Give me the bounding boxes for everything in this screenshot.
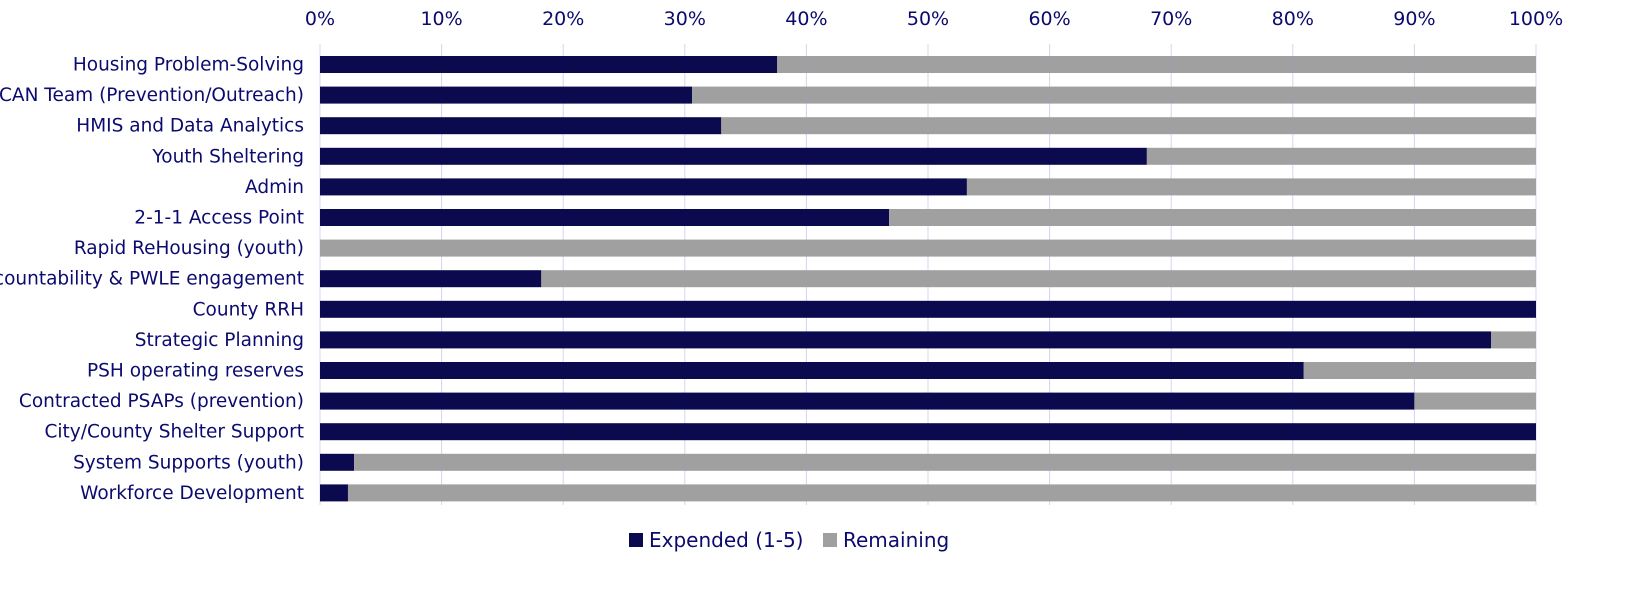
bar-remaining [1491, 331, 1536, 349]
bar-remaining [966, 178, 1536, 196]
y-axis-categories: Housing Problem-Solving CAN Team (Prevent… [0, 55, 304, 504]
category-label: Accountability & PWLE engagement [0, 269, 304, 290]
x-tick-label: 60% [1028, 8, 1070, 30]
x-tick-label: 30% [664, 8, 706, 30]
bar-expended [320, 178, 967, 196]
x-tick-label: 40% [785, 8, 827, 30]
legend-swatch-remaining [823, 533, 837, 547]
x-tick-label: 10% [420, 8, 462, 30]
bar-remaining [354, 453, 1537, 471]
bar-expended [320, 362, 1304, 379]
category-label: Admin [245, 177, 304, 198]
legend-label-expended: Expended (1-5) [649, 528, 803, 552]
category-label: Strategic Planning [135, 330, 304, 351]
x-axis-ticks: 0% 10% 20% 30% 40% 50% 60% 70% 80% 90% 100% [305, 8, 1563, 30]
bar-remaining [1146, 147, 1536, 165]
legend-label-remaining: Remaining [843, 528, 949, 552]
category-label: Youth Sheltering [151, 146, 304, 167]
category-label: Contracted PSAPs (prevention) [19, 391, 304, 412]
category-label: City/County Shelter Support [44, 422, 304, 443]
bar-remaining [1414, 392, 1536, 410]
bar-remaining [777, 56, 1536, 73]
bar-expended [320, 484, 348, 502]
x-tick-label: 0% [305, 8, 335, 30]
category-label: CAN Team (Prevention/Outreach) [0, 85, 304, 106]
legend-swatch-expended [629, 533, 643, 547]
bar-expended [320, 392, 1415, 410]
category-label: County RRH [193, 299, 304, 320]
bar-expended [320, 209, 890, 226]
bar-expended [320, 147, 1147, 165]
x-tick-label: 50% [907, 8, 949, 30]
bar-remaining [889, 209, 1536, 226]
bar-expended [320, 423, 1536, 441]
bar-expended [320, 86, 693, 104]
bar-remaining [347, 484, 1536, 502]
bars [320, 56, 1537, 502]
category-label: System Supports (youth) [73, 452, 304, 473]
x-tick-label: 100% [1509, 8, 1563, 30]
legend: Expended (1-5) Remaining [629, 528, 949, 552]
category-label: HMIS and Data Analytics [76, 116, 304, 137]
x-tick-label: 80% [1272, 8, 1314, 30]
category-label: Workforce Development [80, 483, 304, 504]
x-tick-label: 90% [1393, 8, 1435, 30]
bar-expended [320, 331, 1492, 349]
bar-expended [320, 270, 542, 288]
category-label: PSH operating reserves [87, 361, 304, 382]
category-label: Rapid ReHousing (youth) [74, 238, 304, 259]
bar-remaining [1303, 362, 1536, 379]
category-label: 2-1-1 Access Point [134, 208, 304, 229]
bar-expended [320, 117, 722, 135]
bar-remaining [320, 239, 1536, 257]
bar-remaining [541, 270, 1536, 288]
bar-expended [320, 453, 355, 471]
category-label: Housing Problem-Solving [73, 55, 304, 76]
bar-expended [320, 56, 778, 73]
bar-remaining [721, 117, 1536, 135]
x-tick-label: 70% [1150, 8, 1192, 30]
x-tick-label: 20% [542, 8, 584, 30]
bar-expended [320, 300, 1536, 318]
bar-remaining [692, 86, 1536, 104]
